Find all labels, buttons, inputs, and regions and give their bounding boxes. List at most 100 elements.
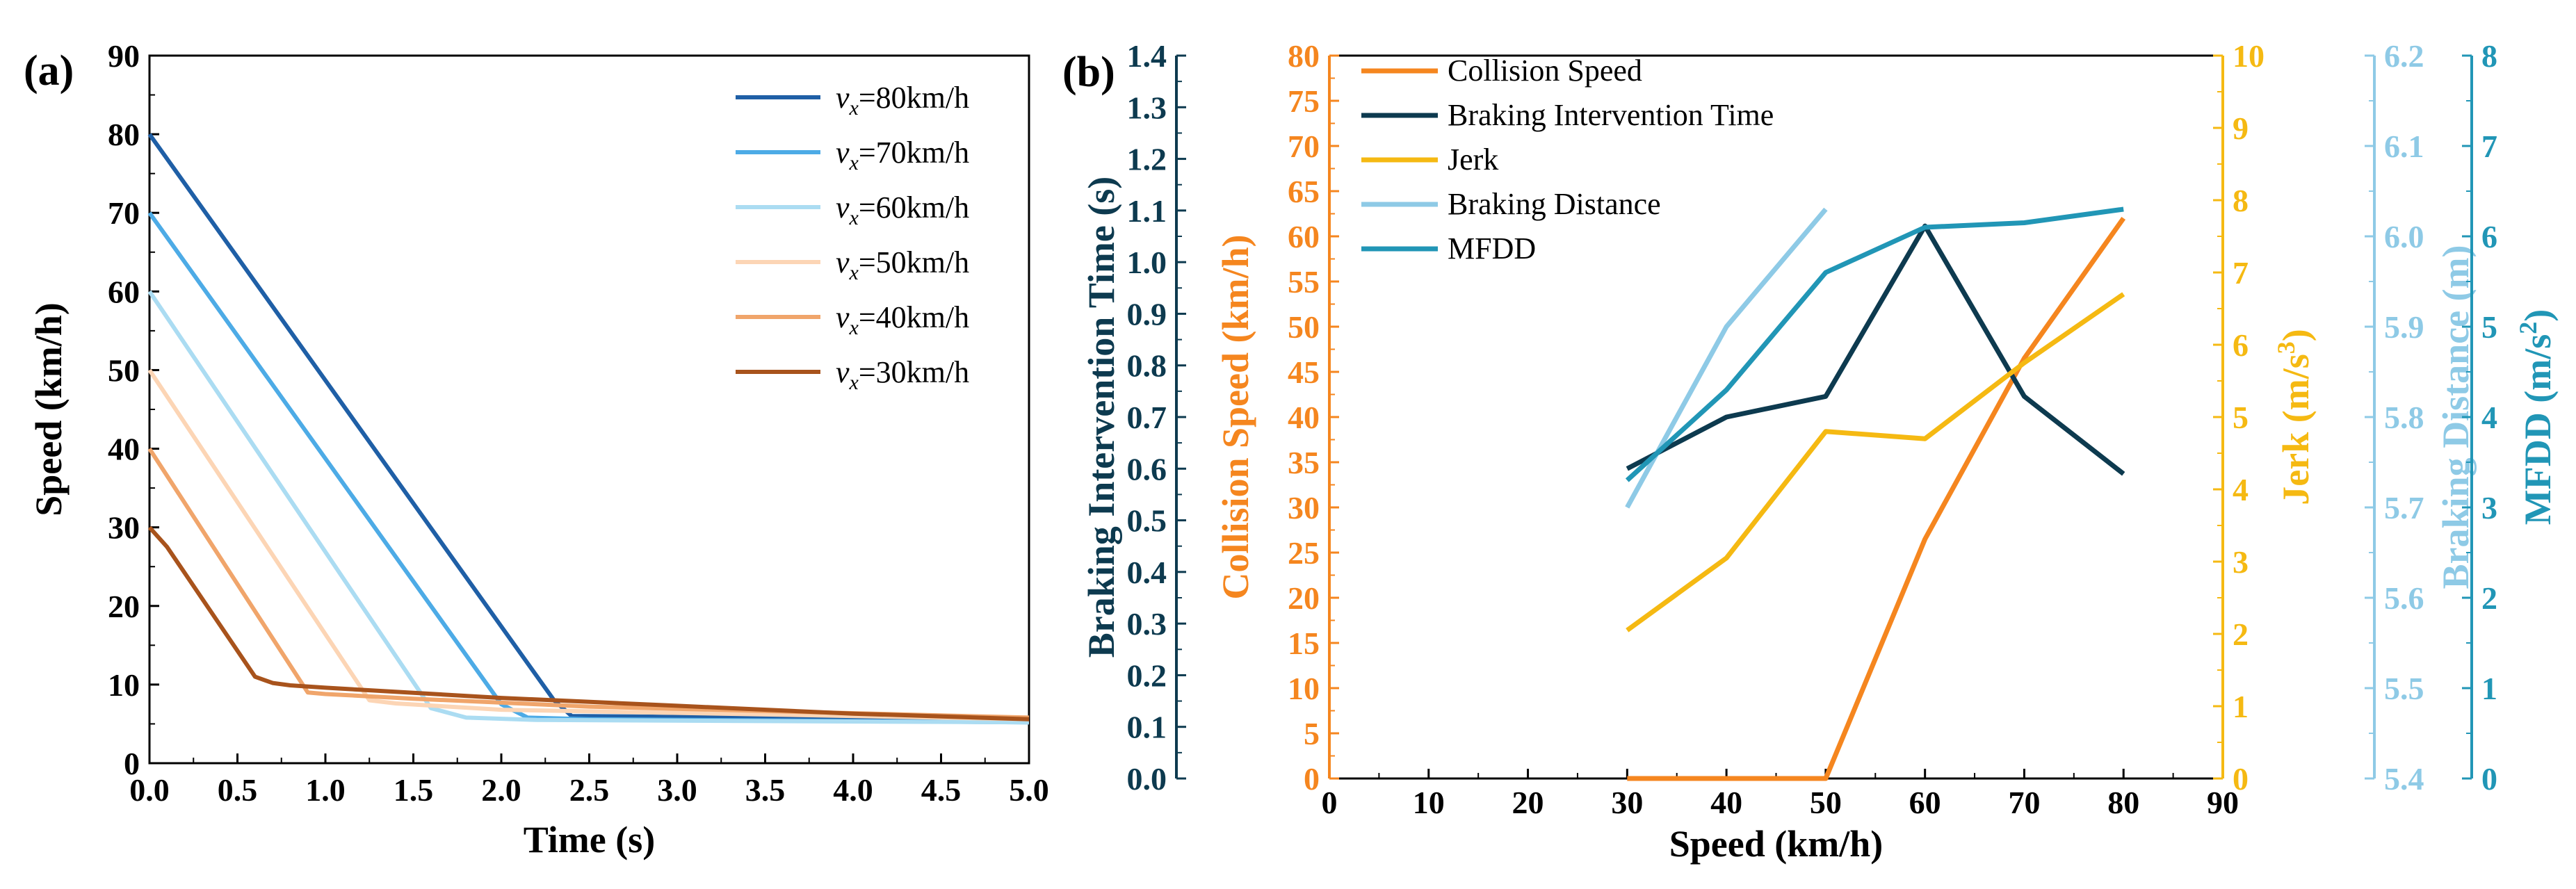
y-tick-label-jerk: 3 (2233, 544, 2249, 580)
x-tick-label-b: 20 (1512, 785, 1544, 820)
legend-var: v (836, 81, 850, 115)
y-tick-label-mfdd: 2 (2481, 580, 2497, 616)
panel-label-b: (b) (1062, 49, 1115, 96)
y-tick-label-a: 10 (108, 667, 140, 703)
y-axis-title-jerk: Jerk (m/s3) (2272, 329, 2317, 505)
x-tick-label-a: 2.5 (569, 772, 610, 808)
legend-sub: x (849, 97, 859, 120)
y-tick-label-jerk: 2 (2233, 617, 2249, 652)
legend-label-b: Braking Distance (1448, 187, 1661, 221)
y-tick-label-jerk: 0 (2233, 761, 2249, 797)
y-tick-label-cs: 10 (1288, 671, 1320, 706)
y-tick-label-jerk: 5 (2233, 400, 2249, 435)
legend-label-b: MFDD (1448, 231, 1536, 266)
y-tick-label-mfdd: 1 (2481, 671, 2497, 706)
x-tick-label-b: 50 (1810, 785, 1842, 820)
y-tick-label-a: 40 (108, 432, 140, 467)
y-tick-label-bit: 0.0 (1127, 761, 1167, 797)
y-tick-label-cs: 25 (1288, 535, 1320, 571)
panel-a: 0.0 0.5 1.0 1.5 2.0 2.5 3.0 3.5 4.0 4.5 5.0 0 10 20 30… (24, 38, 1049, 861)
legend-sub: x (849, 316, 859, 339)
y-axis-title-cs: Collision Speed (km/h) (1215, 234, 1256, 599)
y-tick-label-cs: 35 (1288, 445, 1320, 480)
legend-label-b: Jerk (1448, 142, 1498, 177)
axis-title-part: Jerk (m/s (2275, 354, 2317, 505)
legend-label-b: Collision Speed (1448, 54, 1642, 88)
y-tick-label-a: 80 (108, 117, 140, 152)
legend-rest: =70km/h (859, 136, 969, 170)
x-tick-label-b: 0 (1322, 785, 1338, 820)
y-tick-label-a: 60 (108, 274, 140, 309)
y-tick-label-bit: 1.1 (1127, 193, 1167, 229)
x-tick-label-a: 4.5 (921, 772, 962, 808)
legend-label-a: vx=70km/h (836, 136, 969, 174)
y-tick-label-mfdd: 6 (2481, 219, 2497, 254)
y-tick-label-a: 30 (108, 510, 140, 546)
legend-label-b: Braking Intervention Time (1448, 98, 1774, 132)
y-tick-label-bd: 5.4 (2384, 761, 2424, 797)
legend-sub: x (849, 152, 859, 174)
x-tick-label-b: 60 (1909, 785, 1941, 820)
y-tick-label-mfdd: 4 (2481, 400, 2497, 435)
legend-var: v (836, 355, 850, 389)
series-line-a-1 (147, 211, 1030, 725)
y-tick-label-jerk: 9 (2233, 111, 2249, 146)
y-tick-label-a: 20 (108, 589, 140, 624)
x-tick-label-b: 80 (2107, 785, 2139, 820)
y-tick-label-cs: 50 (1288, 309, 1320, 345)
axis-title-part: ) (2517, 309, 2559, 322)
y-tick-label-cs: 45 (1288, 354, 1320, 390)
x-tick-label-a: 3.0 (657, 772, 697, 808)
y-tick-label-bd: 6.0 (2384, 219, 2424, 254)
x-tick-label-a: 1.0 (305, 772, 346, 808)
x-tick-label-b: 40 (1710, 785, 1742, 820)
legend-sub: x (849, 261, 859, 284)
axis-title-part: ) (2275, 329, 2317, 341)
y-axis-title-mfdd: MFDD (m/s2) (2514, 309, 2559, 525)
x-tick-label-a: 4.0 (833, 772, 873, 808)
legend-label-a: vx=30km/h (836, 355, 969, 394)
series-line-a-4 (147, 447, 1030, 720)
panel-label-a: (a) (24, 47, 74, 95)
series-line-a-0 (147, 133, 1030, 722)
x-axis-title-b: Speed (km/h) (1669, 823, 1884, 865)
y-tick-label-bit: 0.7 (1127, 400, 1167, 435)
y-tick-label-bit: 0.6 (1127, 451, 1167, 487)
y-tick-label-bd: 5.7 (2384, 490, 2424, 525)
y-tick-label-a: 50 (108, 352, 140, 388)
legend-label-a: vx=40km/h (836, 300, 969, 339)
y-tick-label-bd: 6.1 (2384, 129, 2424, 164)
y-tick-label-bit: 0.5 (1127, 503, 1167, 539)
legend-rest: =60km/h (859, 190, 969, 225)
x-tick-label-b: 90 (2207, 785, 2239, 820)
y-tick-label-cs: 80 (1288, 38, 1320, 74)
series-line-a-5 (147, 525, 1030, 721)
y-tick-label-bit: 0.9 (1127, 296, 1167, 332)
legend-var: v (836, 190, 850, 225)
y-tick-label-bit: 0.2 (1127, 658, 1167, 693)
y-axis-title-bit: Braking Intervention Time (s) (1080, 177, 1122, 658)
y-tick-label-bit: 0.1 (1127, 710, 1167, 745)
series-line-b-3 (1625, 207, 1828, 509)
legend-rest: =30km/h (859, 355, 969, 389)
legend-rest: =40km/h (859, 300, 969, 334)
x-tick-label-a: 0.0 (129, 772, 170, 808)
y-tick-label-bit: 0.8 (1127, 348, 1167, 384)
y-tick-label-bit: 0.4 (1127, 555, 1167, 590)
series-line-b-1 (1626, 223, 2125, 476)
y-tick-label-jerk: 6 (2233, 327, 2249, 363)
y-tick-label-cs: 55 (1288, 264, 1320, 300)
legend-sub: x (849, 206, 859, 229)
x-tick-label-a: 5.0 (1009, 772, 1049, 808)
legend-rest: =50km/h (859, 245, 969, 279)
x-tick-label-b: 10 (1413, 785, 1445, 820)
y-tick-label-mfdd: 8 (2481, 38, 2497, 74)
axis-title-sup: 3 (2272, 341, 2300, 354)
x-tick-label-a: 3.5 (745, 772, 786, 808)
y-tick-label-jerk: 4 (2233, 472, 2249, 507)
y-tick-label-cs: 60 (1288, 219, 1320, 254)
axis-title-part: MFDD (m/s (2517, 334, 2559, 525)
y-tick-label-bd: 5.8 (2384, 400, 2424, 435)
legend-sub: x (849, 371, 859, 394)
